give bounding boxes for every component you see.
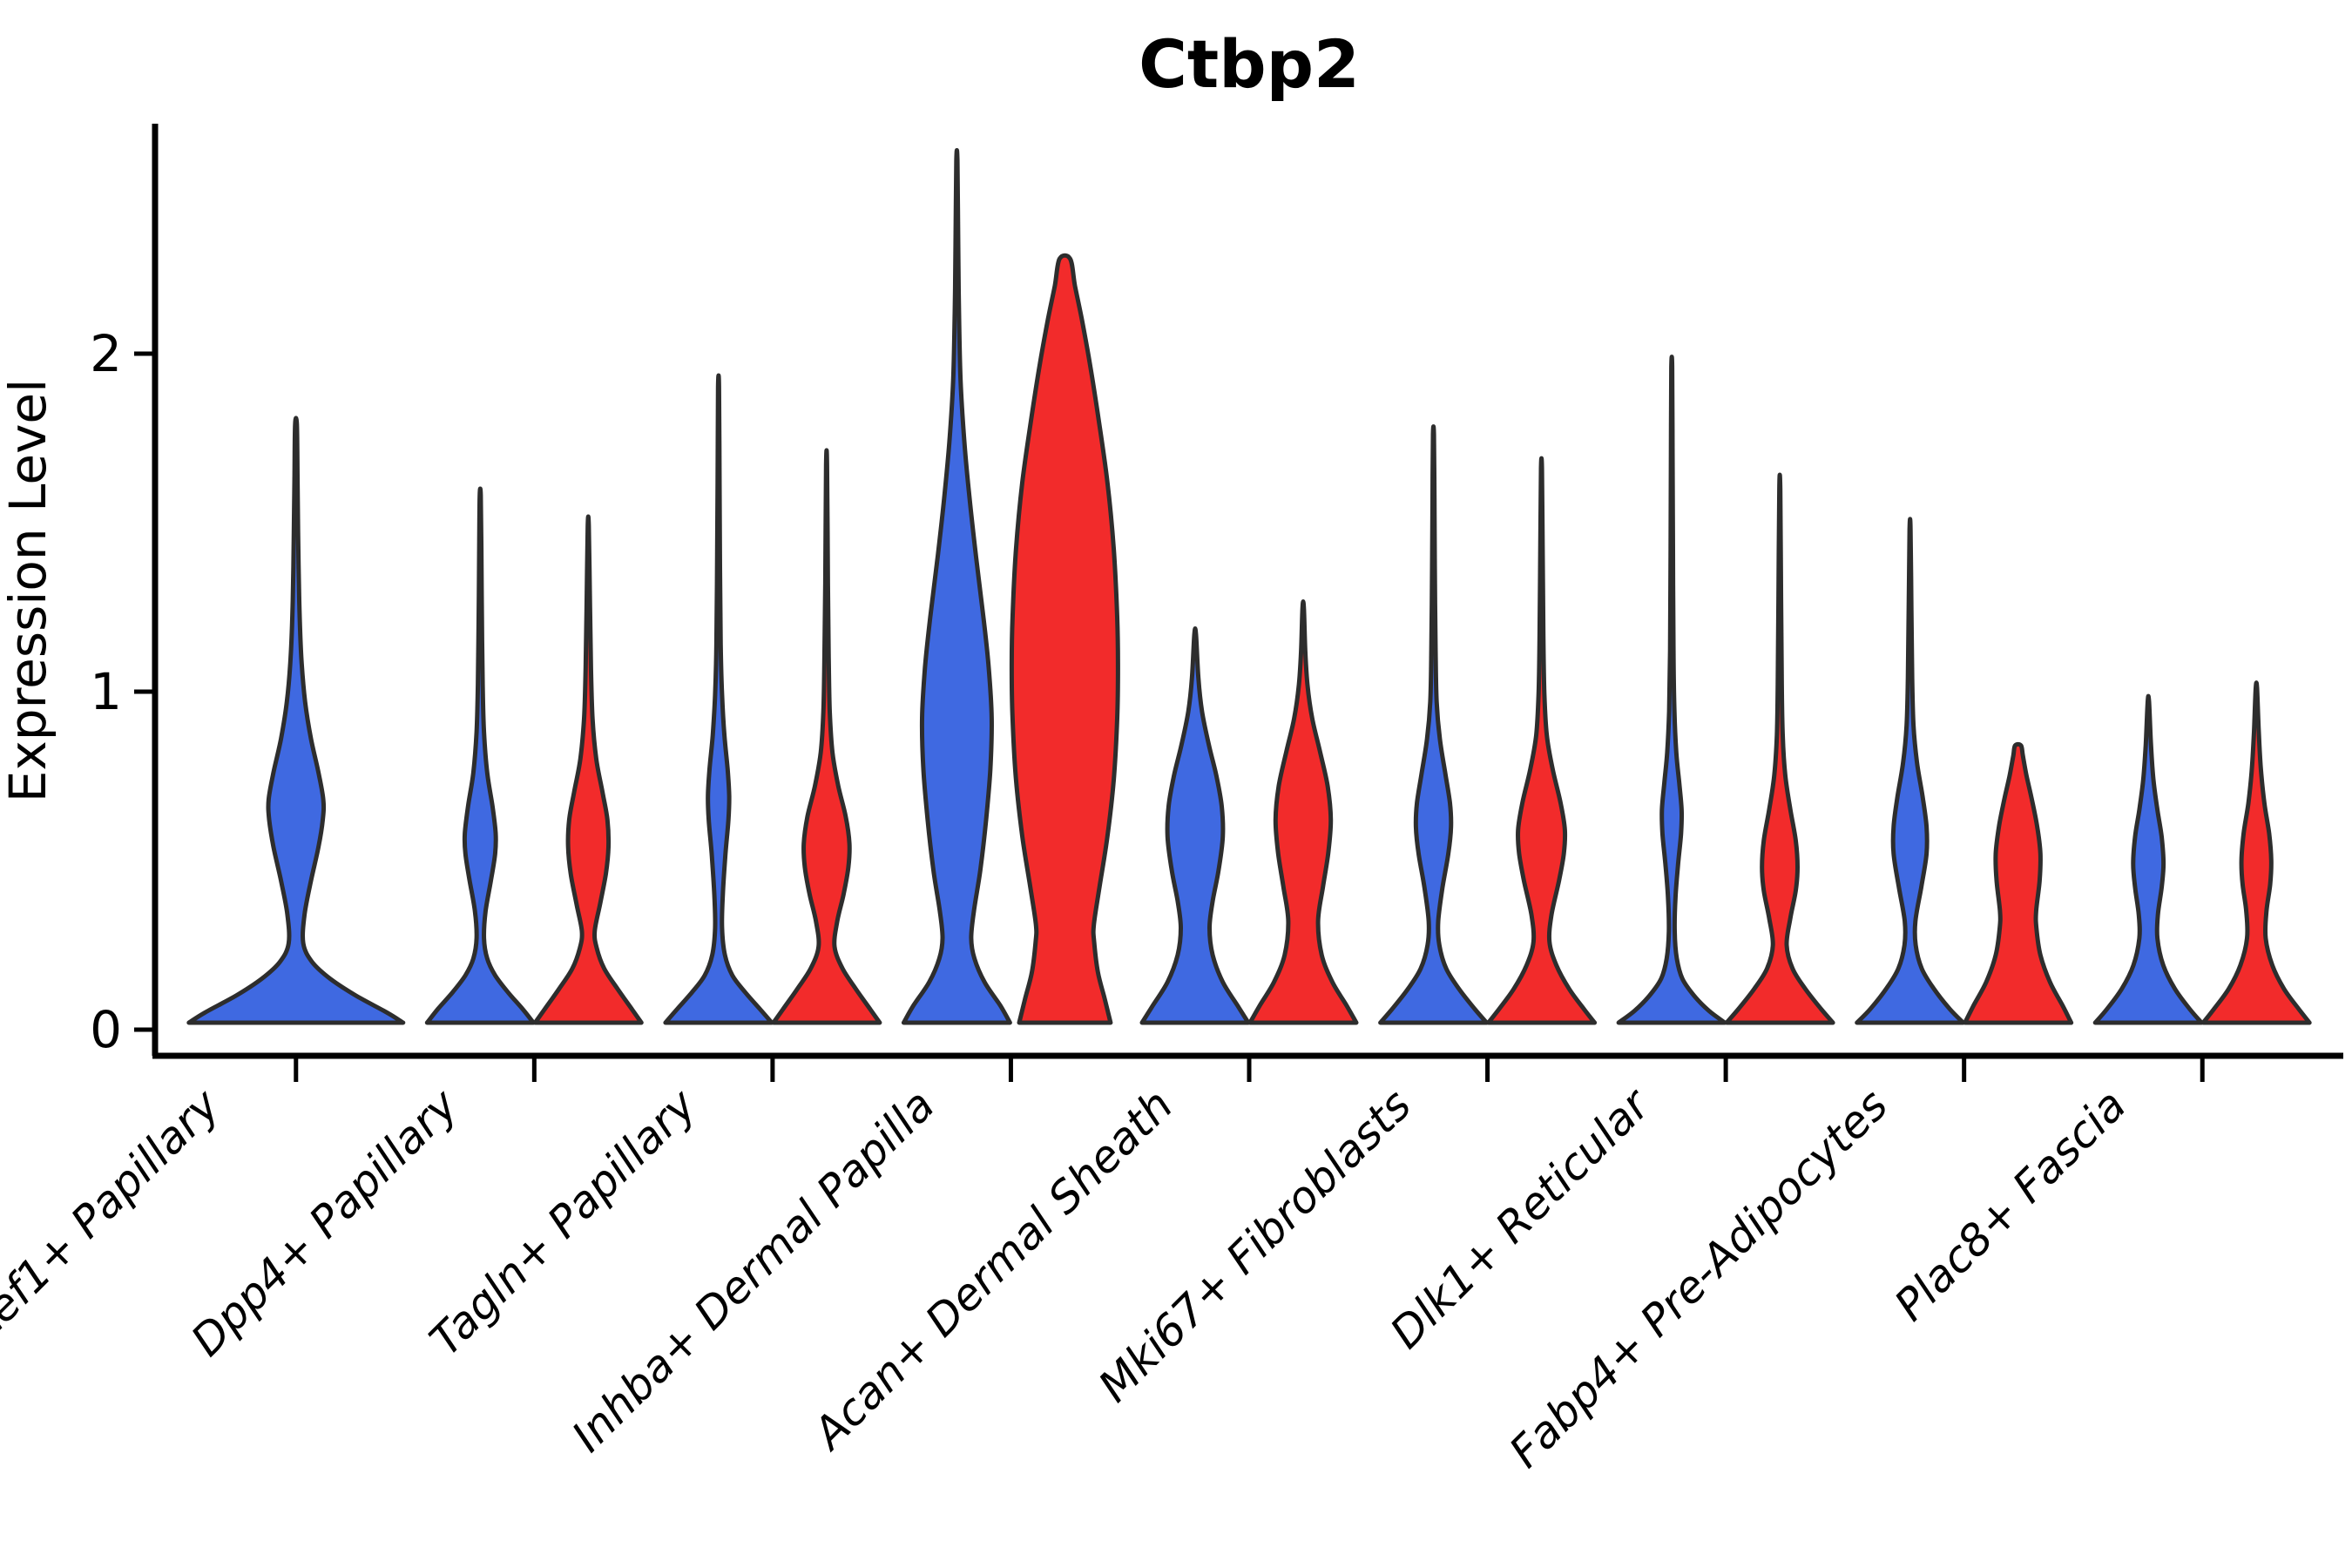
- x-tick-label-1: Lef1+ Papillary: [0, 1078, 230, 1349]
- violin-group1-blue: [186, 416, 406, 1025]
- violin-group3-blue: [663, 373, 774, 1025]
- violin-group9-red: [2200, 680, 2312, 1025]
- violin-group4-blue: [901, 147, 1012, 1025]
- violin-shapes: [186, 147, 2312, 1025]
- y-tick-label: 0: [90, 1000, 122, 1059]
- violin-group2-blue: [424, 486, 536, 1025]
- x-tick-label-3: Tagln+ Papillary: [420, 1078, 706, 1365]
- x-tick-label-2: Dpp4+ Papillary: [181, 1078, 468, 1365]
- y-axis-ticks: 0 1 2: [90, 324, 155, 1059]
- violin-group6-red: [1486, 456, 1598, 1025]
- y-axis-label: Expression Level: [0, 379, 57, 802]
- violin-group2-red: [532, 514, 644, 1025]
- violin-group9-blue: [2092, 693, 2204, 1025]
- violin-group7-blue: [1616, 355, 1727, 1025]
- chart-title: Ctbp2: [1139, 25, 1360, 103]
- violin-group6-blue: [1378, 424, 1490, 1025]
- violin-group8-red: [1963, 741, 2074, 1025]
- y-tick-label: 1: [90, 662, 122, 721]
- violin-group8-blue: [1855, 517, 1966, 1025]
- violin-group4-red: [1009, 253, 1120, 1025]
- violin-group7-red: [1724, 472, 1835, 1025]
- violin-group5-blue: [1139, 626, 1251, 1025]
- x-tick-label-8: Fabp4+ Pre-Adipocytes: [1500, 1079, 1898, 1477]
- x-tick-label-9: Plac8+ Fascia: [1885, 1079, 2136, 1330]
- violin-group3-red: [771, 448, 882, 1025]
- violin-group5-red: [1247, 599, 1359, 1025]
- x-tick-label-7: Dlk1+ Reticular: [1381, 1078, 1661, 1358]
- y-tick-label: 2: [90, 324, 122, 383]
